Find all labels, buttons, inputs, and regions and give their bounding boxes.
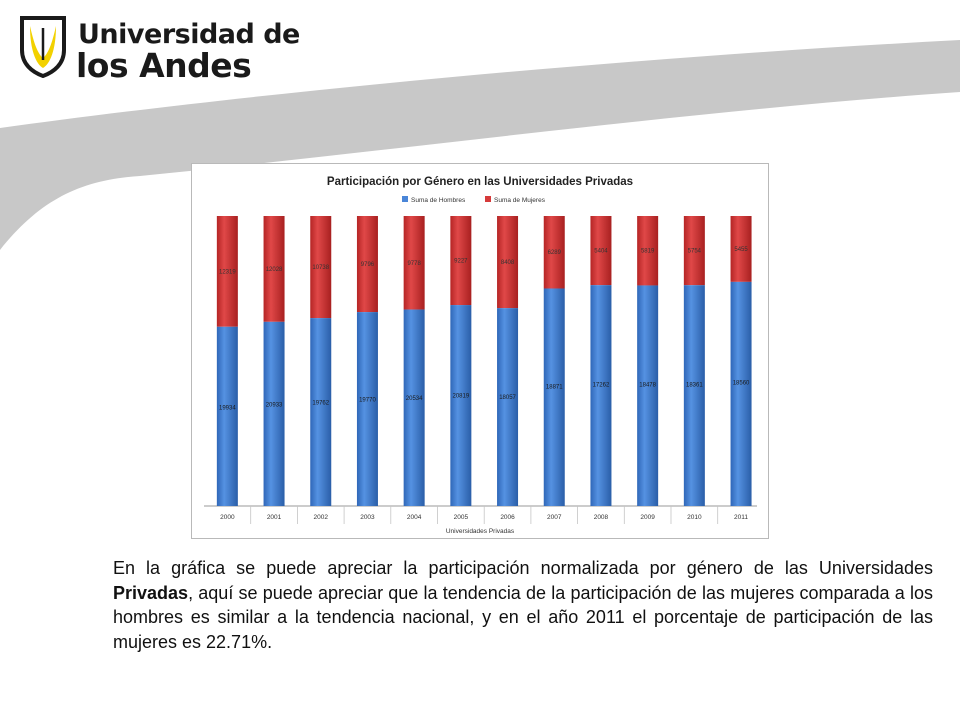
bar-women-2006 — [497, 216, 519, 309]
legend-swatch-men — [402, 196, 408, 202]
data-label-women-2010: 5754 — [688, 249, 702, 255]
x-tick-label-2008: 2008 — [594, 514, 609, 521]
bar-men-2001 — [263, 321, 285, 506]
data-label-men-2008: 17262 — [593, 383, 610, 389]
logo-text-line1: Universidad de — [78, 19, 300, 50]
bar-men-2002 — [310, 318, 332, 506]
logo-text-line2: los Andes — [76, 46, 252, 85]
data-label-women-2003: 9796 — [361, 262, 375, 268]
data-label-men-2005: 20819 — [453, 393, 470, 399]
x-tick-label-2000: 2000 — [220, 514, 235, 521]
bar-men-2008 — [590, 285, 612, 506]
bar-men-2007 — [543, 288, 565, 506]
data-label-men-2006: 18057 — [499, 395, 516, 401]
stacked-bar-chart: Participación por Género en las Universi… — [204, 176, 757, 535]
data-label-women-2005: 9227 — [454, 259, 468, 265]
data-label-women-2009: 5819 — [641, 249, 655, 255]
data-label-men-2010: 18361 — [686, 383, 703, 389]
data-label-men-2000: 19934 — [219, 405, 236, 411]
bar-women-2001 — [263, 216, 285, 322]
university-logo: Universidad de los Andes — [18, 12, 300, 84]
x-axis-label: Universidades Privadas — [446, 528, 515, 535]
data-label-men-2007: 18871 — [546, 384, 563, 390]
bar-women-2009 — [637, 216, 659, 286]
bar-women-2008 — [590, 216, 612, 286]
bar-men-2003 — [356, 312, 378, 506]
data-label-women-2006: 8408 — [501, 260, 515, 266]
bar-men-2000 — [216, 326, 238, 506]
caption-paragraph: En la gráfica se puede apreciar la parti… — [113, 556, 933, 654]
data-label-men-2001: 20933 — [266, 403, 283, 409]
data-label-women-2002: 10738 — [312, 265, 329, 271]
data-label-men-2011: 18560 — [733, 381, 750, 387]
data-label-men-2002: 19762 — [312, 401, 329, 407]
bar-men-2006 — [497, 308, 519, 506]
bar-women-2011 — [730, 216, 752, 282]
legend: Suma de Hombres Suma de Mujeres — [402, 196, 546, 204]
x-tick-label-2009: 2009 — [640, 514, 655, 521]
bar-women-2004 — [403, 216, 425, 310]
caption-text-1: En la gráfica se puede apreciar la parti… — [113, 558, 933, 578]
x-tick-labels: 2000 2001 2002 2003 2004 2005 2006 2007 2008 2009… — [220, 506, 748, 524]
bar-men-2010 — [683, 285, 705, 506]
data-label-men-2003: 19770 — [359, 397, 376, 403]
bar-women-2003 — [356, 216, 378, 313]
data-label-women-2007: 6289 — [548, 250, 562, 256]
legend-swatch-women — [485, 196, 491, 202]
x-tick-label-2004: 2004 — [407, 514, 422, 521]
data-label-women-2011: 5455 — [734, 247, 748, 253]
legend-label-men: Suma de Hombres — [411, 197, 466, 204]
bar-women-2000 — [216, 216, 238, 327]
data-label-men-2004: 20534 — [406, 396, 423, 402]
data-label-men-2009: 18478 — [639, 383, 656, 389]
x-tick-label-2006: 2006 — [500, 514, 515, 521]
caption-bold-word: Privadas — [113, 582, 189, 603]
data-label-women-2004: 9778 — [407, 261, 421, 267]
bar-women-2007 — [543, 216, 565, 289]
x-tick-label-2005: 2005 — [454, 514, 469, 521]
university-shield-icon — [20, 16, 66, 78]
data-label-women-2000: 12319 — [219, 269, 236, 275]
bar-women-2002 — [310, 216, 332, 319]
x-tick-label-2010: 2010 — [687, 514, 702, 521]
bar-women-2005 — [450, 216, 472, 306]
bars-group: 12319 19934 12028 20933 10738 19762 9796 19770 9… — [216, 216, 752, 506]
bar-men-2011 — [730, 281, 752, 506]
data-label-women-2008: 5404 — [594, 249, 608, 255]
caption-text-2: , aquí se puede apreciar que la tendenci… — [113, 582, 933, 652]
x-tick-label-2011: 2011 — [734, 514, 748, 521]
bar-men-2004 — [403, 309, 425, 506]
chart-title: Participación por Género en las Universi… — [327, 176, 633, 188]
bar-men-2005 — [450, 305, 472, 506]
legend-label-women: Suma de Mujeres — [494, 197, 546, 204]
bar-women-2010 — [683, 216, 705, 286]
x-tick-label-2001: 2001 — [267, 514, 282, 521]
chart-container: Participación por Género en las Universi… — [191, 163, 769, 539]
x-tick-label-2003: 2003 — [360, 514, 375, 521]
data-label-women-2001: 12028 — [266, 267, 283, 273]
x-tick-label-2002: 2002 — [314, 514, 329, 521]
bar-men-2009 — [637, 285, 659, 506]
x-tick-label-2007: 2007 — [547, 514, 562, 521]
